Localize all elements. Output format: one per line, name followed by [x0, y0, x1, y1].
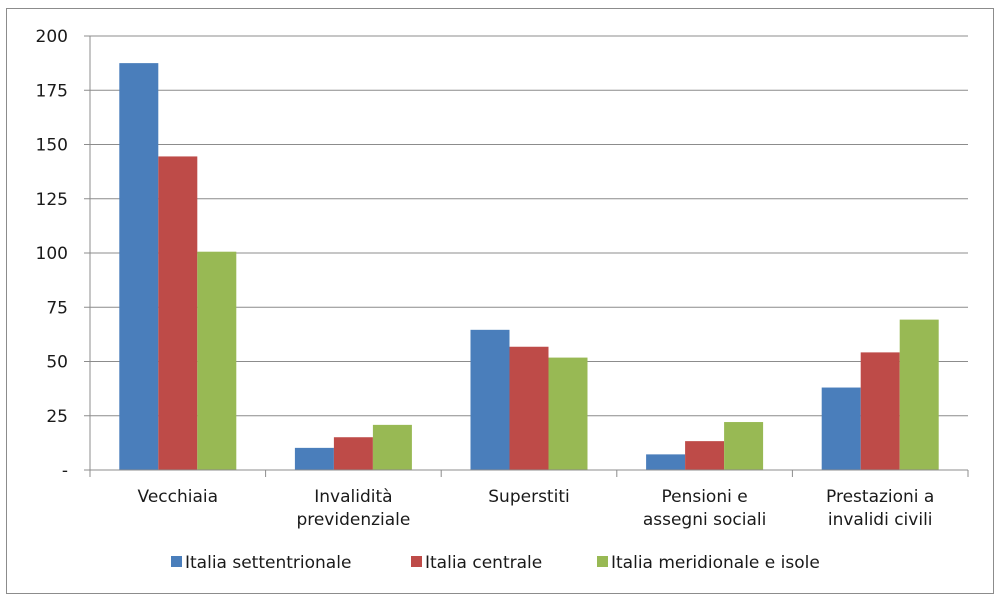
- y-tick-label: -: [62, 461, 68, 481]
- y-tick-label: 100: [36, 244, 68, 264]
- x-axis-labels: Vecchiaia Invalidità previdenziale Supersti…: [138, 487, 935, 530]
- bar: [294, 447, 334, 470]
- y-tick-label: 125: [36, 190, 68, 210]
- y-tick-label: 75: [46, 298, 68, 318]
- legend-swatch: [411, 556, 422, 567]
- legend-swatch: [171, 556, 182, 567]
- category-label: Prestazioni a invalidi civili: [826, 487, 934, 530]
- y-tick-label: 200: [36, 27, 68, 47]
- category-label: Superstiti: [488, 487, 569, 507]
- bar: [470, 329, 510, 470]
- bar: [685, 441, 725, 470]
- legend-label: Italia centrale: [425, 553, 542, 573]
- legend-label: Italia settentrionale: [185, 553, 351, 573]
- y-tick-label: 25: [46, 407, 68, 427]
- axes: [84, 35, 969, 477]
- bar: [860, 352, 900, 470]
- legend-swatch: [597, 556, 608, 567]
- y-tick-label: 50: [46, 353, 68, 373]
- y-tick-label: 175: [36, 81, 68, 101]
- bar: [548, 357, 588, 470]
- bar: [899, 319, 939, 470]
- bar: [158, 156, 198, 470]
- bar: [197, 251, 237, 470]
- category-label: Invalidità previdenziale: [296, 487, 410, 530]
- bar: [119, 63, 159, 470]
- bar: [724, 422, 764, 470]
- bars: [119, 63, 939, 470]
- bar: [509, 346, 549, 470]
- y-tick-label: 150: [36, 136, 68, 156]
- legend-label: Italia meridionale e isole: [611, 553, 820, 573]
- y-axis-ticks: - 25 50 75 100 125 150 175 200: [36, 27, 68, 481]
- bar: [646, 454, 686, 470]
- bar: [821, 387, 861, 470]
- gridlines: [90, 35, 968, 417]
- bar: [333, 437, 373, 470]
- category-label: Vecchiaia: [138, 487, 219, 507]
- bar: [372, 424, 412, 470]
- category-label: Pensioni e assegni sociali: [643, 487, 766, 530]
- legend: Italia settentrionale Italia centrale Ital…: [171, 553, 820, 573]
